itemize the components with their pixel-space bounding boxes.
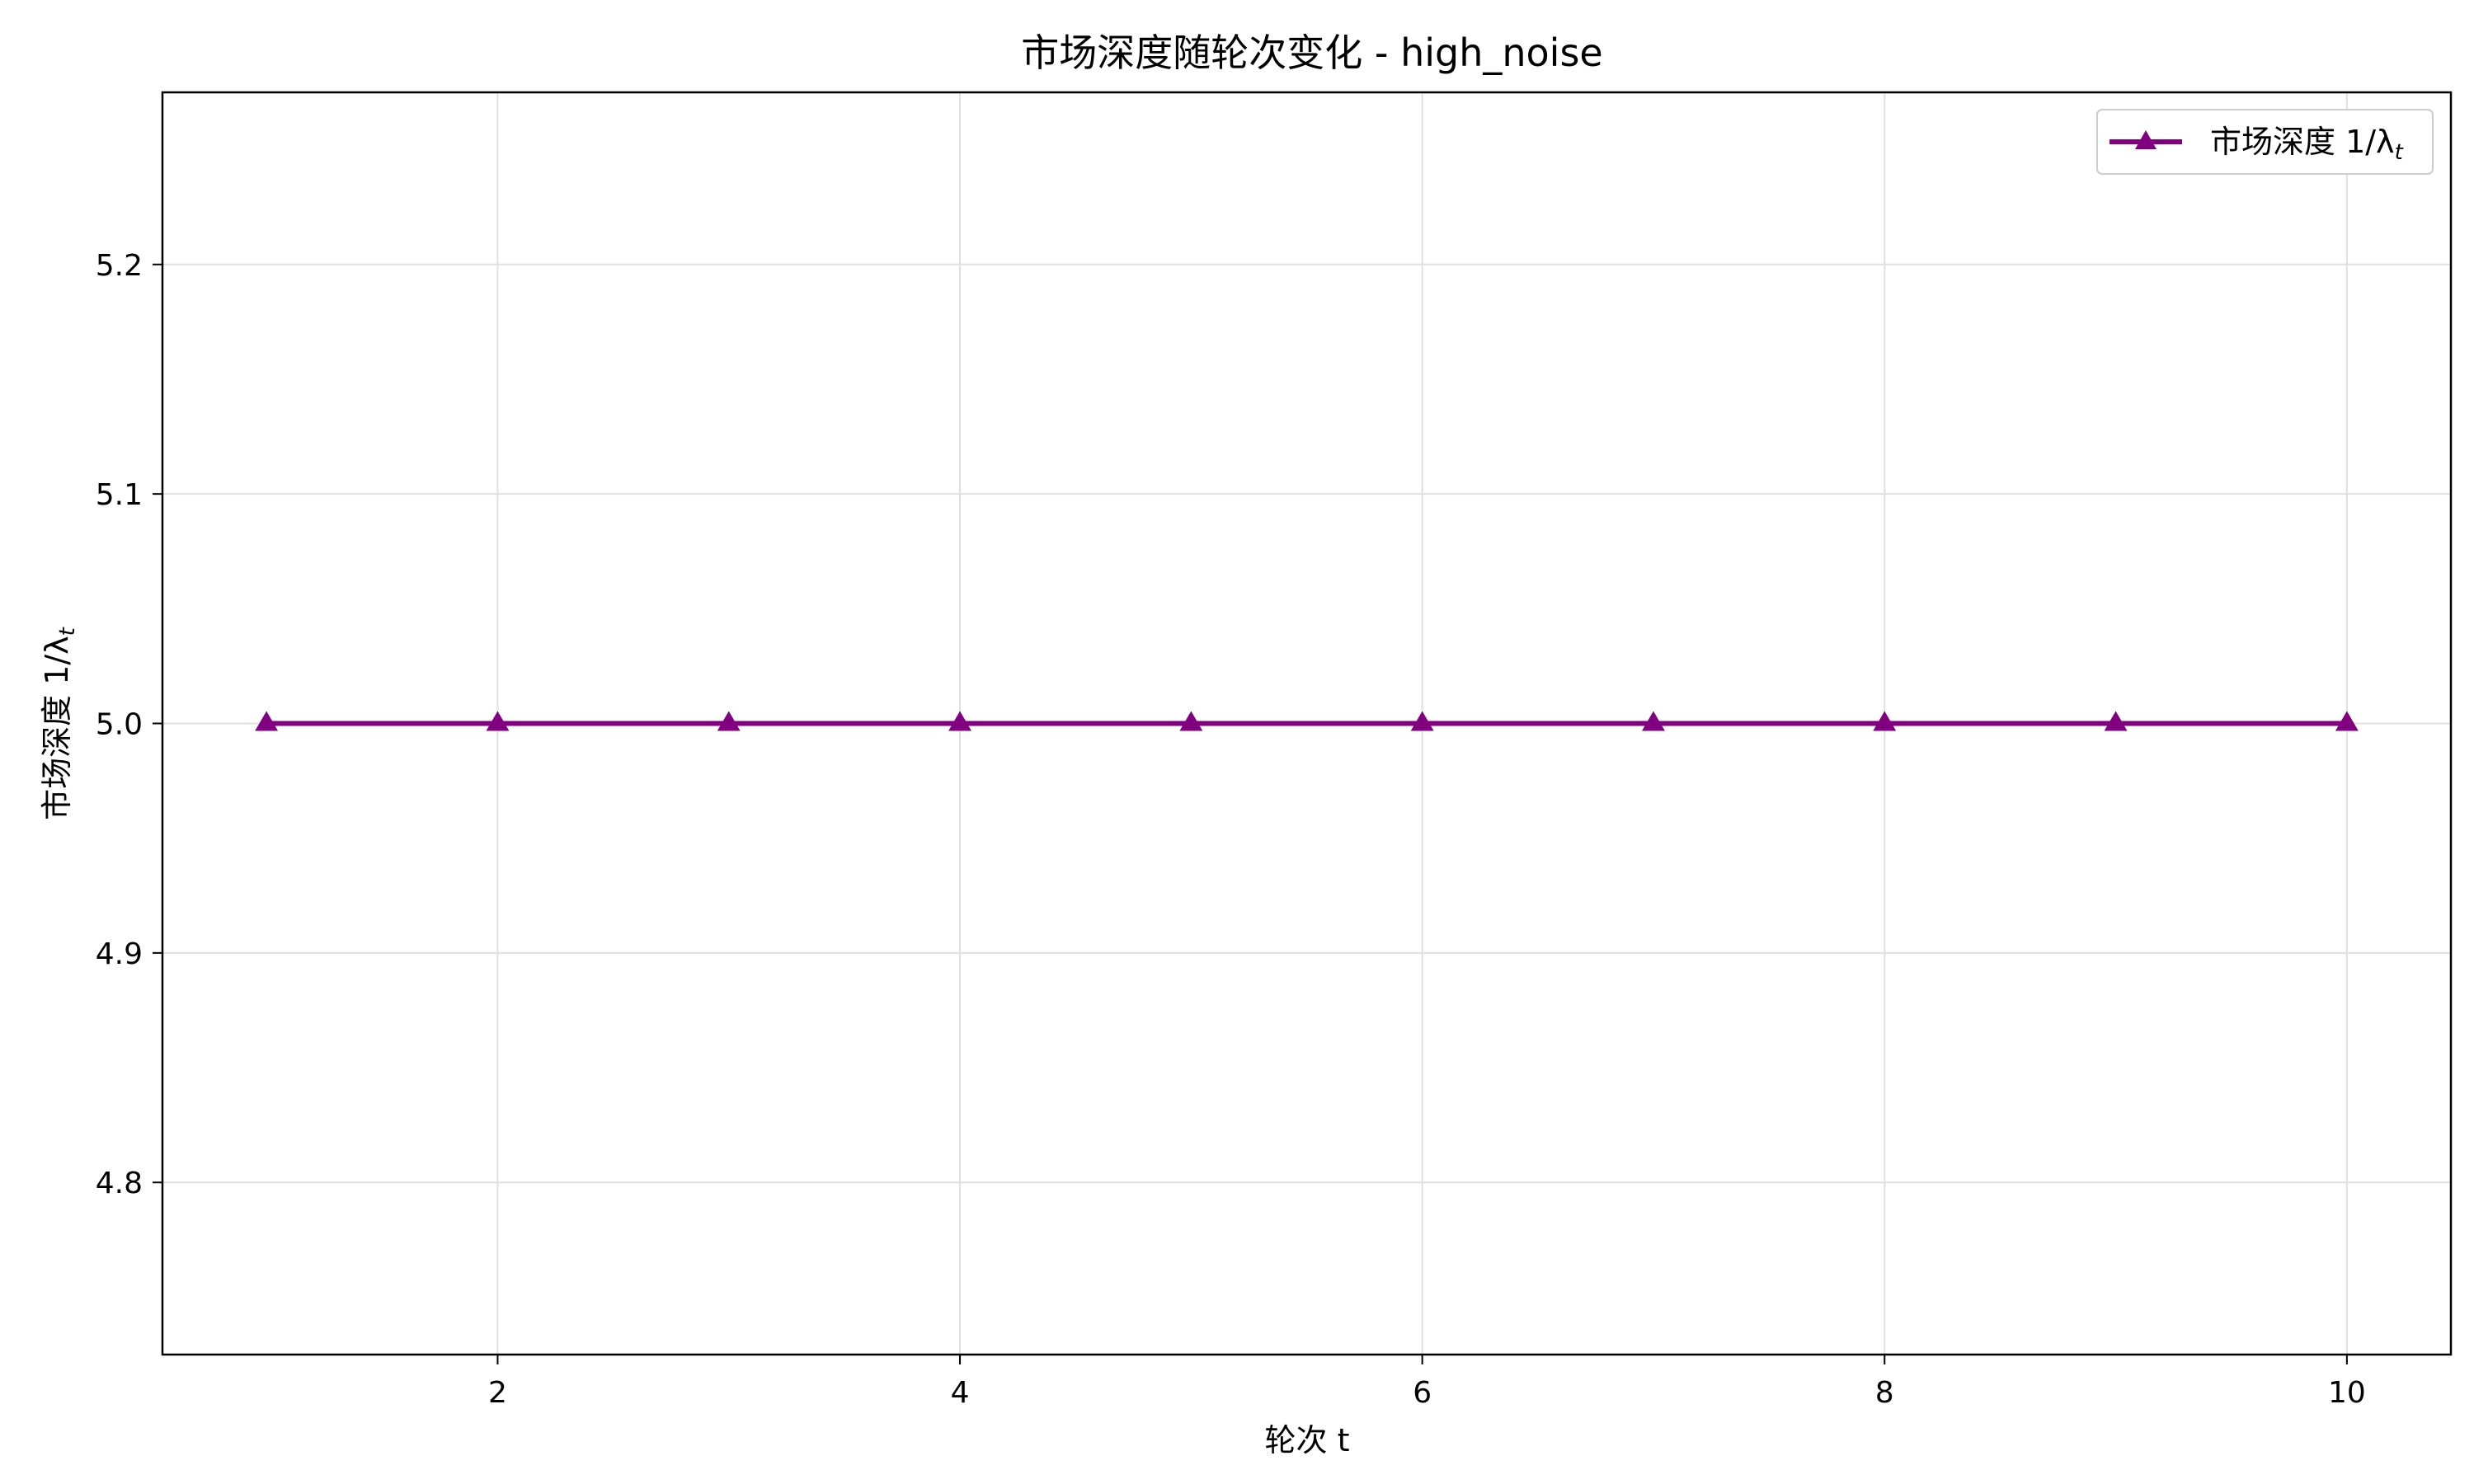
x-tick-label: 4: [951, 1376, 970, 1410]
y-axis-label-main: 市场深度 1/λ: [39, 636, 75, 820]
data-point-marker: [2335, 711, 2359, 731]
data-point-marker: [717, 711, 741, 731]
data-point-marker: [948, 711, 971, 731]
x-axis-label: 轮次 t: [1265, 1422, 1350, 1458]
data-point-marker: [1410, 711, 1434, 731]
ticks: 2 4 6 8 10 4.8 4.9 5.0 5.1 5.2: [96, 249, 2366, 1410]
legend-box: [2096, 109, 2434, 175]
series-layer: [255, 711, 2359, 731]
legend-label: 市场深度 1/λt: [2210, 124, 2404, 165]
data-point-marker: [1642, 711, 1665, 731]
y-axis-label: 市场深度 1/λt: [39, 627, 80, 820]
y-tick-label: 5.1: [96, 478, 143, 512]
legend: 市场深度 1/λt: [2096, 109, 2434, 175]
y-axis-label-subscript: t: [55, 627, 80, 636]
y-tick-label: 5.0: [96, 708, 143, 742]
legend-label-main: 市场深度 1/λ: [2210, 124, 2395, 160]
legend-marker: [2135, 130, 2157, 149]
y-tick-label: 4.8: [96, 1167, 143, 1200]
data-point-marker: [2104, 711, 2128, 731]
data-point-marker: [1873, 711, 1897, 731]
chart-title: 市场深度随轮次变化 - high_noise: [1021, 31, 1602, 75]
x-tick-label: 8: [1875, 1376, 1894, 1410]
x-tick-label: 10: [2328, 1376, 2366, 1410]
x-tick-label: 2: [488, 1376, 507, 1410]
y-tick-label: 5.2: [96, 249, 143, 283]
y-tick-label: 4.9: [96, 937, 143, 971]
data-point-marker: [255, 711, 279, 731]
data-point-marker: [486, 711, 510, 731]
x-tick-label: 6: [1413, 1376, 1432, 1410]
legend-label-subscript: t: [2395, 140, 2404, 165]
data-point-marker: [1179, 711, 1203, 731]
